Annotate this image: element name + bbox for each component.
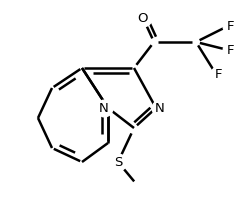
Text: S: S [114, 155, 122, 168]
Text: F: F [215, 68, 223, 81]
Text: F: F [227, 44, 235, 56]
Text: N: N [99, 102, 109, 114]
Text: N: N [155, 102, 165, 114]
Text: F: F [227, 19, 235, 32]
Text: O: O [138, 11, 148, 25]
